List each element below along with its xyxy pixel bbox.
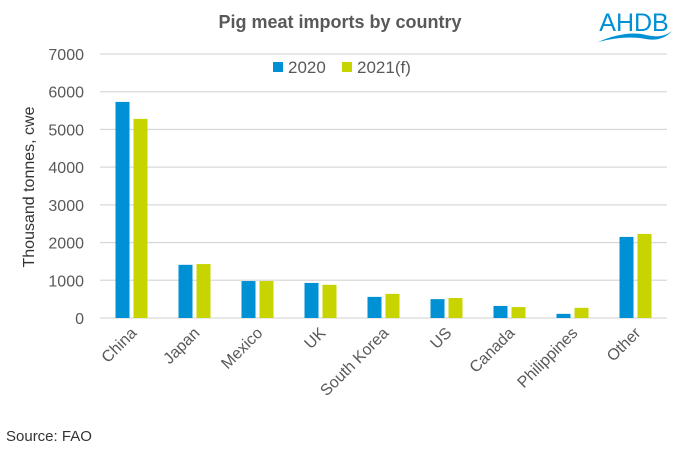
y-tick-label: 4000: [48, 160, 84, 177]
legend-label: 2020: [288, 58, 326, 77]
y-tick-label: 1000: [48, 273, 84, 290]
x-tick-label: South Korea: [317, 325, 392, 400]
bar-2020-us: [430, 299, 445, 318]
x-tick-label: Mexico: [218, 325, 266, 373]
chart-title: Pig meat imports by country: [218, 12, 461, 32]
bar-2021f-japan: [196, 264, 211, 318]
bar-2020-china: [115, 101, 130, 318]
bar-2021f-uk: [322, 284, 337, 318]
x-tick-label: Other: [604, 324, 645, 365]
bar-2021f-other: [637, 233, 652, 318]
bar-2021f-china: [133, 118, 148, 319]
ahdb-logo: AHDB: [596, 4, 676, 44]
legend-label: 2021(f): [357, 58, 411, 77]
legend-swatch-2020: [273, 62, 283, 72]
y-tick-label: 3000: [48, 198, 84, 215]
x-tick-label: Philippines: [515, 325, 582, 392]
bar-2020-canada: [493, 305, 508, 318]
y-tick-label: 6000: [48, 85, 84, 102]
bar-2020-uk: [304, 282, 319, 318]
y-tick-label: 5000: [48, 122, 84, 139]
bar-2020-south-korea: [367, 296, 382, 318]
legend-swatch-2021f: [342, 62, 352, 72]
x-tick-label: US: [428, 325, 456, 353]
x-tick-label: Japan: [160, 325, 203, 368]
y-tick-label: 7000: [48, 47, 84, 64]
logo-text: AHDB: [599, 9, 668, 37]
bar-2021f-canada: [511, 307, 526, 318]
x-tick-label: UK: [302, 325, 330, 353]
bar-2020-philippines: [556, 313, 571, 318]
bar-2021f-mexico: [259, 281, 274, 318]
x-tick-label: Canada: [467, 325, 519, 377]
bar-2020-japan: [178, 264, 193, 318]
bar-2021f-south-korea: [385, 293, 400, 318]
y-axis-label: Thousand tonnes, cwe: [21, 106, 38, 267]
bar-2021f-philippines: [574, 307, 589, 318]
source-note: Source: FAO: [6, 428, 92, 445]
bar-2020-other: [619, 236, 634, 318]
x-tick-label: China: [99, 325, 141, 367]
logo-swoosh-icon: [598, 31, 672, 42]
bar-2020-mexico: [241, 281, 256, 318]
y-tick-label: 0: [75, 311, 84, 328]
bar-2021f-us: [448, 298, 463, 318]
y-tick-label: 2000: [48, 236, 84, 253]
